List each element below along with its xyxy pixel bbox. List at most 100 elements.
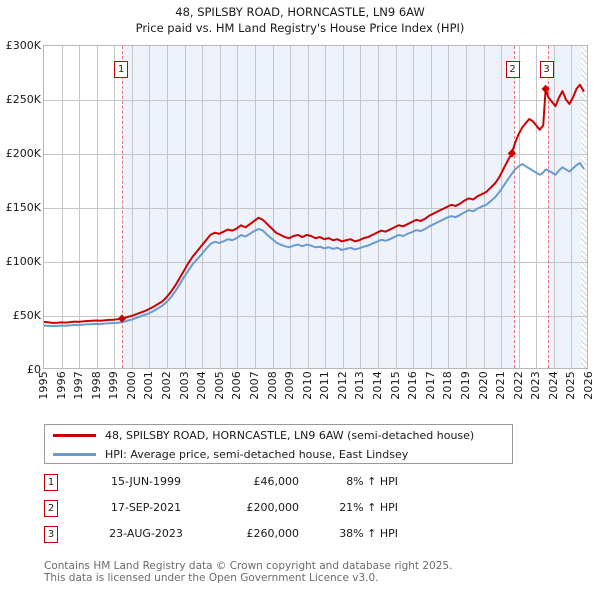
transaction-hpi-delta: 21% ↑ HPI — [339, 501, 398, 514]
y-axis-tick-label: £50K — [12, 309, 41, 322]
x-axis-tick-label: 2015 — [388, 371, 402, 400]
transaction-badge-1[interactable]: 1 — [114, 61, 129, 78]
gridline-vertical — [237, 46, 238, 368]
transaction-date: 23-AUG-2023 — [109, 527, 183, 540]
x-axis-tick-label: 2017 — [423, 371, 437, 400]
page-title: 48, SPILSBY ROAD, HORNCASTLE, LN9 6AW Pr… — [0, 4, 600, 36]
legend-label-price-paid: 48, SPILSBY ROAD, HORNCASTLE, LN9 6AW (s… — [105, 428, 475, 442]
transactions-table: 1 15-JUN-1999 £46,000 8% ↑ HPI 2 17-SEP-2021 £… — [44, 472, 464, 550]
gridline-vertical — [536, 46, 537, 368]
x-axis-tick-label: 2012 — [335, 371, 349, 400]
transaction-hpi-delta: 8% ↑ HPI — [346, 475, 398, 488]
legend-label-hpi: HPI: Average price, semi-detached house,… — [105, 447, 409, 461]
gridline-vertical — [519, 46, 520, 368]
legend-item-hpi: HPI: Average price, semi-detached house,… — [45, 444, 408, 464]
gridline-vertical — [378, 46, 379, 368]
x-axis-tick-label: 2006 — [230, 371, 244, 400]
gridline-vertical — [308, 46, 309, 368]
chart-subtitle: Price paid vs. HM Land Registry's House … — [135, 21, 465, 35]
gridline-horizontal — [44, 100, 587, 101]
x-axis-tick-label: 2024 — [546, 371, 560, 400]
x-axis-tick-label: 1996 — [54, 371, 68, 400]
gridline-vertical — [220, 46, 221, 368]
table-row: 2 17-SEP-2021 £200,000 21% ↑ HPI — [44, 498, 464, 524]
chart-legend: 48, SPILSBY ROAD, HORNCASTLE, LN9 6AW (s… — [44, 424, 513, 464]
x-axis: 1995 1996 1997 1998 1999 2000 2001 2002 2003 2004… — [37, 371, 595, 417]
gridline-vertical — [79, 46, 80, 368]
x-axis-tick-label: 2019 — [458, 371, 472, 400]
transaction-row-badge: 2 — [44, 500, 58, 517]
gridline-vertical — [149, 46, 150, 368]
x-axis-tick-label: 1998 — [89, 371, 103, 400]
x-axis-tick-label: 2005 — [212, 371, 226, 400]
x-axis-tick-label: 2018 — [441, 371, 455, 400]
gridline-horizontal — [44, 208, 587, 209]
gridline-vertical — [554, 46, 555, 368]
legend-swatch-price-paid — [53, 433, 96, 437]
x-axis-tick-label: 2004 — [195, 371, 209, 400]
gridline-vertical — [62, 46, 63, 368]
x-axis-tick-label: 2008 — [265, 371, 279, 400]
legend-swatch-hpi — [53, 452, 96, 456]
table-row: 1 15-JUN-1999 £46,000 8% ↑ HPI — [44, 472, 464, 498]
transaction-hpi-delta: 38% ↑ HPI — [339, 527, 398, 540]
footer-line-1: Contains HM Land Registry data © Crown c… — [44, 560, 453, 572]
gridline-vertical — [343, 46, 344, 368]
y-axis-tick-label: £100K — [5, 255, 41, 268]
gridline-horizontal — [44, 262, 587, 263]
y-axis-tick-label: £150K — [5, 201, 41, 214]
gridline-horizontal — [44, 154, 587, 155]
chart-title: 48, SPILSBY ROAD, HORNCASTLE, LN9 6AW — [175, 5, 425, 19]
gridline-vertical — [360, 46, 361, 368]
series-lines — [44, 83, 585, 328]
gridline-vertical — [413, 46, 414, 368]
x-axis-tick-label: 2000 — [124, 371, 138, 400]
x-axis-tick-label: 2003 — [177, 371, 191, 400]
transaction-point-2[interactable] — [507, 149, 517, 158]
gridline-vertical — [132, 46, 133, 368]
gridline-vertical — [466, 46, 467, 368]
x-axis-tick-label: 2025 — [564, 371, 578, 400]
transaction-badge-2[interactable]: 2 — [505, 61, 520, 78]
y-axis-tick-label: £200K — [5, 147, 41, 160]
plot-frame — [43, 45, 588, 369]
gridline-vertical — [431, 46, 432, 368]
gridline-vertical — [501, 46, 502, 368]
footer-attribution: Contains HM Land Registry data © Crown c… — [44, 560, 564, 584]
series-line — [44, 83, 585, 324]
gridline-vertical — [167, 46, 168, 368]
transaction-badge-3[interactable]: 3 — [539, 61, 554, 78]
legend-item-price-paid: 48, SPILSBY ROAD, HORNCASTLE, LN9 6AW (s… — [45, 425, 474, 445]
y-axis-tick-label: £300K — [5, 39, 41, 52]
y-axis-tick-label: £0 — [27, 363, 41, 376]
gridline-vertical — [325, 46, 326, 368]
y-axis-tick-label: £250K — [5, 93, 41, 106]
transaction-point-3[interactable] — [541, 84, 550, 94]
x-axis-tick-label: 2002 — [160, 371, 174, 400]
x-axis-tick-label: 2023 — [529, 371, 543, 400]
transaction-marker-line-2 — [513, 46, 515, 368]
x-axis-tick-label: 2014 — [371, 371, 385, 400]
x-axis-tick-label: 2001 — [142, 371, 156, 400]
transaction-date: 15-JUN-1999 — [110, 475, 182, 488]
gridline-vertical — [255, 46, 256, 368]
gridline-vertical — [185, 46, 186, 368]
transaction-marker-line-3 — [547, 46, 549, 368]
x-axis-tick-label: 2010 — [300, 371, 314, 400]
x-axis-tick-label: 2009 — [283, 371, 297, 400]
transaction-price: £200,000 — [246, 501, 300, 514]
gridline-vertical — [114, 46, 115, 368]
y-axis: £0 £50K £100K £150K £200K £250K £300K — [0, 40, 41, 375]
transaction-point-1[interactable] — [117, 314, 127, 323]
x-axis-tick-label: 2007 — [247, 371, 261, 400]
x-axis-tick-label: 2026 — [582, 371, 595, 400]
gridline-vertical — [273, 46, 274, 368]
gridline-vertical — [97, 46, 98, 368]
series-line — [44, 161, 585, 328]
x-axis-tick-label: 2016 — [406, 371, 420, 400]
gridline-vertical — [290, 46, 291, 368]
x-axis-tick-label: 2022 — [511, 371, 525, 400]
footer-line-2: This data is licensed under the Open Gov… — [44, 572, 379, 584]
table-row: 3 23-AUG-2023 £260,000 38% ↑ HPI — [44, 524, 464, 550]
